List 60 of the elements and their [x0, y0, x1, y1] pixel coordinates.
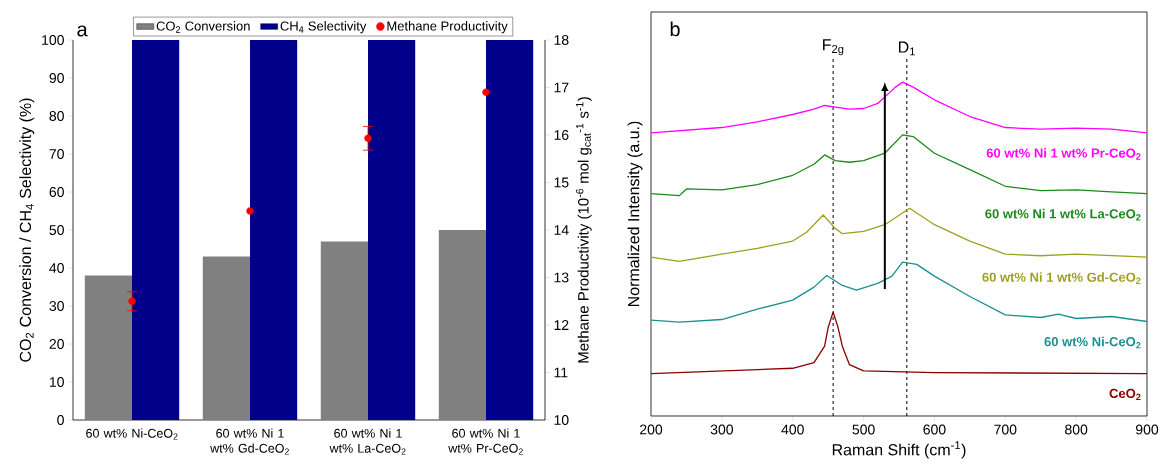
y-tick-label: 60 [49, 187, 64, 197]
x-axis-title: Raman Shift (cm$^{-1}$) [832, 441, 966, 459]
y2-tick-label: 15 [554, 177, 569, 188]
y2-tick-label: 10 [554, 415, 569, 425]
x-tick-label: 600 [923, 424, 946, 435]
series-label: 60 wt% Ni 1 wt% La-CeO$_{2}$ [985, 208, 1141, 221]
legend-label: CO$_{2}$ Conversion [156, 21, 250, 33]
bar [368, 40, 416, 420]
y2-tick-label: 18 [554, 35, 569, 45]
y2-tick-label: 16 [554, 130, 569, 140]
y-tick-label: 90 [49, 73, 64, 83]
y-tick-label: 100 [42, 35, 64, 45]
x-tick-label: 200 [640, 424, 663, 435]
legend-label: Methane Productivity [387, 21, 508, 34]
y-tick-label: 0 [57, 415, 64, 425]
x-tick-label: 800 [1065, 424, 1088, 435]
y-axis-title: CO$_{2}$ Conversion / CH$_{4}$ Selectivity (%) [19, 98, 35, 362]
bar [438, 230, 487, 420]
legend-label: CH$_{4}$ Selectivity [280, 21, 367, 34]
bar [202, 256, 250, 420]
y-axis-title: Normalized Intensity (a.u.) [627, 121, 643, 307]
y-tick-label: 30 [49, 301, 64, 311]
x-tick-label: 60 wt% Ni 1 wt% Pr-CeO$_{2}$ [448, 428, 523, 455]
bar [486, 40, 534, 420]
chart-title: a [77, 25, 88, 37]
y2-tick-label: 12 [554, 320, 569, 330]
series-label: CeO$_{2}$ [1109, 388, 1141, 401]
y-tick-label: 10 [49, 377, 64, 387]
bar [320, 241, 368, 420]
point [128, 297, 136, 305]
bar [84, 275, 132, 420]
y-tick-label: 50 [49, 225, 64, 235]
y2-axis-title: Methane Productivity (10$^{-6}$ mol g$_{cat}$$^{-1}$ s$^{-1}$) [575, 97, 592, 363]
bar [132, 40, 180, 420]
bar [250, 40, 298, 420]
series-label: 60 wt% Ni 1 wt% Pr-CeO$_{2}$ [986, 148, 1141, 160]
chart-title: b [670, 21, 680, 37]
x-tick-label: 300 [710, 424, 733, 435]
y-tick-label: 70 [49, 149, 64, 159]
y2-tick-label: 14 [554, 225, 569, 235]
y2-tick-label: 17 [554, 82, 569, 93]
y-tick-label: 20 [49, 339, 64, 349]
series-label: 60 wt% Ni 1 wt% Gd-CeO$_{2}$ [982, 272, 1141, 284]
x-tick-label: 500 [852, 424, 875, 435]
x-tick-label: 900 [1135, 424, 1159, 435]
ref-line-label: D$_{1}$ [898, 41, 915, 56]
point [364, 134, 372, 143]
ref-line-label: F$_{2g}$ [823, 39, 844, 56]
series-label: 60 wt% Ni-CeO$_{2}$ [1044, 336, 1141, 349]
y-tick-label: 40 [49, 263, 64, 273]
y2-tick-label: 11 [554, 367, 568, 378]
x-tick-label: 60 wt% Ni 1 wt% La-CeO$_{2}$ [329, 428, 406, 455]
point [482, 88, 490, 96]
point [246, 207, 254, 215]
x-tick-label: 700 [994, 424, 1017, 435]
x-tick-label: 60 wt% Ni 1 wt% Gd-CeO$_{2}$ [210, 428, 289, 455]
x-tick-label: 60 wt% Ni-CeO$_{2}$ [86, 428, 178, 440]
x-tick-label: 400 [781, 424, 804, 435]
y-tick-label: 80 [49, 111, 64, 121]
y2-tick-label: 13 [554, 272, 569, 283]
